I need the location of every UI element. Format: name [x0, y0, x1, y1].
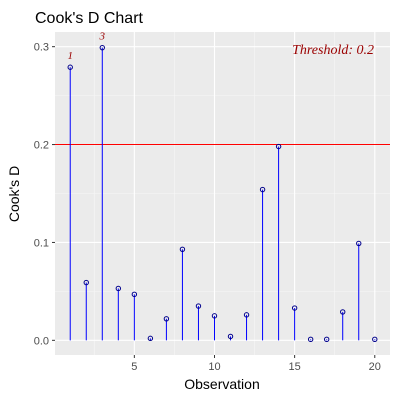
point-obs-6	[147, 335, 154, 342]
point-label-1: 1	[67, 50, 73, 62]
point-obs-11	[227, 333, 234, 340]
x-axis-ticks: 5 10 15 20	[131, 355, 381, 373]
point-obs-15	[291, 305, 298, 311]
point-obs-10	[211, 313, 218, 319]
point-obs-4	[115, 285, 122, 292]
point-obs-13	[259, 186, 266, 193]
y-tick-label: 0.3	[34, 42, 49, 54]
point-obs-2	[83, 279, 89, 286]
point-obs-19	[356, 240, 362, 247]
point-labels-layer: 13	[67, 31, 105, 63]
point-obs-20	[372, 336, 378, 343]
point-obs-16	[307, 336, 314, 343]
point-obs-8	[179, 246, 186, 252]
y-axis-title: Cook's D	[6, 166, 22, 222]
x-axis-title: Observation	[184, 376, 259, 392]
y-tick-label: 0.2	[34, 140, 49, 152]
threshold-annotation: Threshold: 0.2	[292, 43, 374, 58]
y-tick-label: 0.1	[34, 237, 49, 249]
stems-layer	[69, 47, 376, 341]
point-obs-1	[67, 64, 73, 70]
x-tick-label: 10	[208, 361, 220, 373]
points-layer	[67, 44, 378, 343]
point-obs-18	[340, 309, 346, 315]
x-tick-label: 15	[289, 361, 301, 373]
x-tick-label: 20	[369, 361, 381, 373]
point-label-3: 3	[99, 31, 106, 43]
y-tick-label: 0.0	[34, 335, 49, 347]
point-obs-5	[131, 291, 138, 298]
chart-title: Cook's D Chart	[35, 10, 144, 27]
x-tick-label: 5	[131, 361, 137, 373]
point-obs-9	[195, 303, 202, 309]
point-obs-7	[163, 316, 170, 322]
point-obs-17	[323, 336, 330, 343]
point-obs-3	[99, 44, 105, 51]
point-obs-12	[243, 312, 250, 318]
minor-grid	[55, 32, 390, 355]
point-obs-14	[275, 143, 282, 150]
y-axis-ticks: 0.0 0.1 0.2 0.3	[34, 42, 55, 347]
